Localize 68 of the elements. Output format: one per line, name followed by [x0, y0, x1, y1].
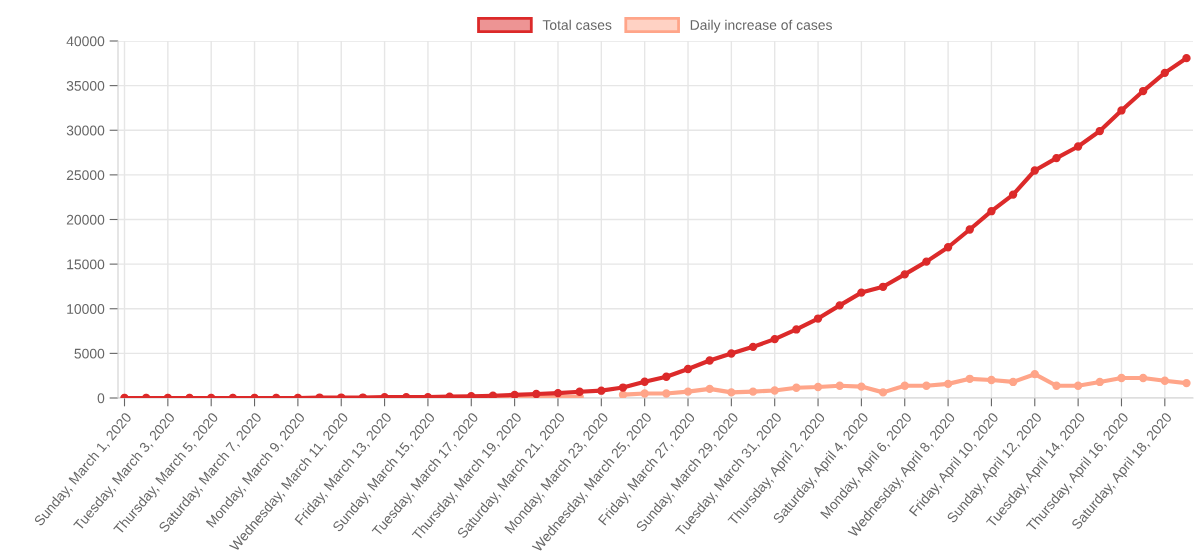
point	[987, 375, 996, 385]
point	[1138, 373, 1148, 383]
point	[792, 383, 801, 392]
point	[835, 301, 844, 310]
y-tick-label: 0	[97, 393, 105, 404]
point	[1008, 377, 1018, 387]
legend-label: Daily increase of cases	[690, 19, 832, 33]
point	[683, 387, 693, 396]
point	[922, 257, 931, 266]
point	[813, 314, 823, 323]
point	[878, 282, 888, 291]
point	[922, 381, 931, 390]
y-tick-label: 25000	[66, 170, 105, 181]
point	[1160, 376, 1169, 385]
point	[1073, 381, 1083, 390]
point	[1182, 378, 1191, 388]
point	[1117, 106, 1126, 115]
y-tick-label: 30000	[66, 125, 105, 136]
point	[727, 349, 736, 358]
point	[618, 383, 628, 392]
point	[1095, 377, 1104, 387]
point	[965, 225, 974, 234]
y-tick-label: 40000	[66, 36, 105, 47]
point	[1160, 68, 1169, 78]
point	[662, 372, 671, 381]
y-tick-label: 35000	[66, 80, 105, 91]
point	[770, 386, 779, 395]
point	[1052, 153, 1061, 163]
point	[813, 382, 823, 392]
point	[705, 356, 714, 365]
y-tick-label: 15000	[67, 259, 105, 270]
point	[857, 288, 866, 297]
point	[900, 270, 909, 279]
point	[553, 388, 563, 398]
point	[770, 334, 779, 344]
point	[1182, 53, 1191, 63]
point	[748, 387, 758, 396]
point	[1138, 86, 1148, 96]
point	[943, 243, 953, 252]
point	[1117, 373, 1126, 383]
point	[727, 388, 736, 397]
point	[575, 387, 584, 396]
point	[965, 374, 974, 383]
point	[640, 377, 649, 386]
point	[878, 388, 888, 397]
point	[1052, 381, 1061, 390]
point	[792, 325, 801, 334]
point	[835, 381, 844, 390]
y-tick-label: 5000	[74, 348, 105, 359]
point	[640, 389, 649, 398]
point	[1030, 370, 1039, 379]
y-tick-label: 10000	[67, 304, 105, 314]
legend-label: Total cases	[542, 19, 612, 30]
point	[900, 381, 909, 390]
point	[857, 382, 866, 391]
point	[748, 342, 758, 352]
point	[1095, 126, 1104, 136]
point	[1073, 142, 1083, 151]
point	[1030, 166, 1039, 175]
y-tick-label: 20000	[66, 214, 105, 225]
point	[618, 390, 628, 398]
point	[683, 364, 693, 374]
point	[705, 384, 714, 394]
point	[662, 389, 671, 398]
point	[943, 379, 953, 389]
point	[1008, 190, 1018, 199]
point	[987, 207, 996, 216]
point	[597, 386, 606, 395]
